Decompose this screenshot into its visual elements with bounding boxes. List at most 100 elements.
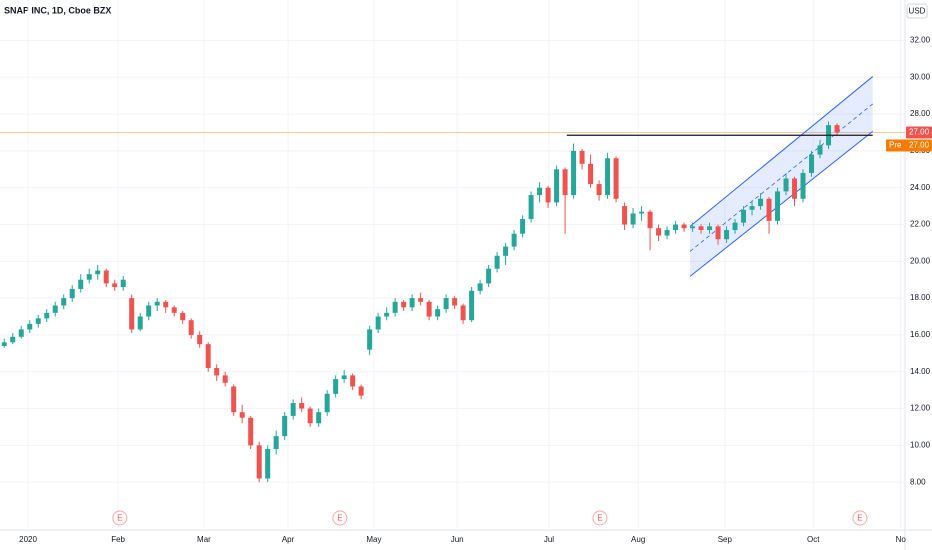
x-tick-label: Apr [282,535,295,544]
candle-body [537,187,543,196]
candle-body [282,415,288,437]
y-tick-label: 14.00 [910,367,931,376]
candle-body [656,228,662,236]
candle-body [834,125,840,133]
candle-body [511,233,517,247]
candle-body [120,279,126,288]
candle-body [528,195,534,219]
candle-body [52,305,58,313]
candle-body [477,283,483,291]
candle-body [605,158,611,196]
candle-body [10,336,16,343]
candle-body [435,309,441,317]
candle-body [673,224,679,231]
candle-body [783,178,789,192]
candle-body [27,323,33,330]
earnings-marker [852,510,868,526]
candle-body [214,368,220,376]
candle-body [520,218,526,234]
candle-body [367,329,373,350]
y-tick-label: 20.00 [910,256,931,265]
candle-body [749,206,755,210]
candle-body [35,318,41,324]
candle-body [698,226,704,231]
candle-body [86,274,92,280]
candle-body [732,222,738,231]
channel-upper [689,76,874,227]
candle-body [809,154,815,173]
x-tick-label: Aug [631,535,645,544]
candle-body [715,226,721,240]
candle-body [333,379,339,394]
candle-body [792,178,798,199]
candle-body [724,230,730,240]
candle-body [358,386,364,396]
candle-body [766,198,772,221]
earnings-marker [592,510,608,526]
candle-body [78,279,84,289]
candle-body [290,403,296,416]
candle-body [588,163,594,185]
premarket-tag [886,139,932,152]
candle-body [562,169,568,196]
candle-body [392,301,398,313]
premarket-name: Pre [889,141,902,150]
y-tick-label: 28.00 [910,109,931,118]
x-tick-label: Sep [718,535,733,544]
premarket-label: 27.00 [909,141,930,150]
candle-body [18,329,24,337]
candle-body [256,445,262,479]
candle-body [639,211,645,214]
candle-body [316,412,322,424]
y-tick-label: 32.00 [910,36,931,45]
candle-body [299,403,305,409]
candle-body [112,283,118,288]
earnings-label: E [117,514,122,523]
y-tick-label: 8.00 [910,477,926,486]
candle-body [307,408,313,424]
candle-body [239,412,245,418]
candle-body [503,246,509,256]
candle-body [443,298,449,310]
candle-body [350,375,356,387]
candle-body [707,226,713,231]
candle-body [154,301,160,306]
candle-body [452,298,458,306]
candle-body [384,312,390,317]
candle-body [494,255,500,269]
y-tick-label: 16.00 [910,330,931,339]
y-tick-label: 22.00 [910,220,931,229]
candle-body [460,305,466,321]
candle-body [418,298,424,302]
candle-body [163,301,169,308]
candle-body [103,270,109,284]
y-tick-label: 10.00 [910,440,931,449]
y-tick-label: 30.00 [910,72,931,81]
candle-body [205,344,211,369]
candle-body [775,191,781,221]
y-tick-label: 24.00 [910,183,931,192]
earnings-marker [332,510,348,526]
candle-body [61,298,67,306]
x-tick-label: Oct [807,535,820,544]
last-price-tag [906,126,932,139]
currency-box[interactable] [906,3,928,19]
candle-body [273,436,279,450]
candle-body [375,316,381,330]
candle-body [622,206,628,225]
candle-body [44,312,50,319]
candle-body [341,375,347,380]
candle-body [681,224,687,229]
candle-body [180,312,186,321]
currency: USD [909,7,926,16]
earnings-label: E [857,514,862,523]
candle-body [758,198,764,207]
candle-body [647,211,653,229]
last-price-label: 27.00 [909,128,930,137]
x-tick-label: Feb [111,535,125,544]
candle-body [426,301,432,317]
candle-body [171,307,177,313]
channel-lower [689,131,874,277]
earnings-label: E [337,514,342,523]
